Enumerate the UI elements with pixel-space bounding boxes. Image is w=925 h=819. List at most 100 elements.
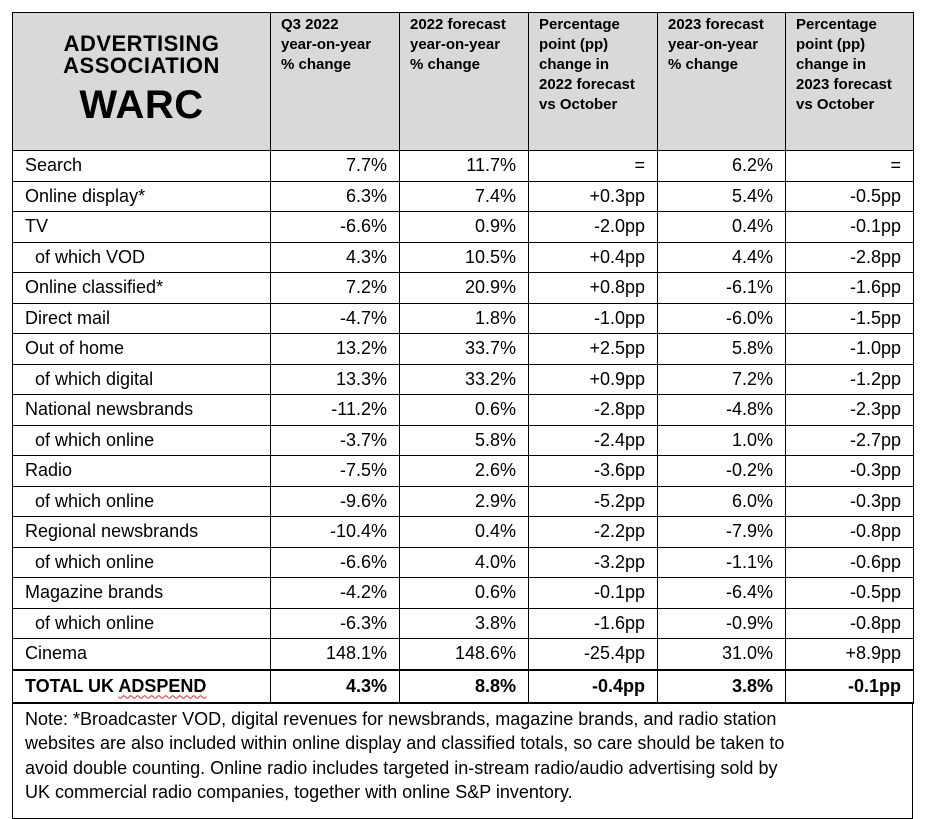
cell-value: -1.1% [657,546,786,578]
cell-value: 0.4% [657,211,786,243]
header-line: % change [281,56,352,73]
cell-value: 13.3% [270,363,400,395]
col-header-2022-forecast: 2022 forecast year-on-year % change [399,12,529,151]
row-label: Radio [12,455,271,487]
cell-value: -4.7% [270,302,400,334]
cell-value: 6.3% [270,180,400,212]
row-label: Out of home [12,333,271,365]
cell-value: 10.5% [399,241,529,273]
cell-value: -2.4pp [528,424,658,456]
note-line: websites are also included within online… [25,733,785,753]
table-row: Online classified* 7.2% 20.9% +0.8pp -6.1% -1… [12,272,914,304]
cell-value: -1.0pp [528,302,658,334]
row-label: of which online [12,424,271,456]
header-line: vs October [539,96,618,113]
cell-value: -3.6pp [528,455,658,487]
cell-value: -10.4% [270,516,400,548]
cell-value: 0.4% [399,516,529,548]
cell-value: 7.2% [657,363,786,395]
table-row: of which VOD 4.3% 10.5% +0.4pp 4.4% -2.8pp [12,241,914,273]
cell-value: 2.6% [399,455,529,487]
cell-value: -0.5pp [785,180,914,212]
cell-value: -9.6% [270,485,400,517]
footnote: Note: *Broadcaster VOD, digital revenues… [12,703,913,819]
cell-value: -1.6pp [528,607,658,639]
cell-value: 2.9% [399,485,529,517]
table-row: Out of home 13.2% 33.7% +2.5pp 5.8% -1.0pp [12,333,914,365]
cell-value: -3.7% [270,424,400,456]
cell-value: 4.3% [270,241,400,273]
col-header-2022-pp-change: Percentage point (pp) change in 2022 foreca… [528,12,658,151]
cell-value: -2.3pp [785,394,914,426]
table-row: Radio -7.5% 2.6% -3.6pp -0.2% -0.3pp [12,455,914,487]
row-label: of which VOD [12,241,271,273]
cell-value: 11.7% [399,150,529,182]
row-label: of which online [12,546,271,578]
row-label: Online display* [12,180,271,212]
table-row: Magazine brands -4.2% 0.6% -0.1pp -6.4% -0.5p… [12,577,914,609]
cell-value: -2.7pp [785,424,914,456]
note-line: UK commercial radio companies, together … [25,782,573,802]
cell-value: -3.2pp [528,546,658,578]
header-line: Percentage [796,16,877,33]
cell-value: -0.8pp [785,607,914,639]
cell-value: 0.6% [399,394,529,426]
row-label: Cinema [12,638,271,670]
cell-value: -0.1pp [785,211,914,243]
cell-value: -2.0pp [528,211,658,243]
cell-value: -7.5% [270,455,400,487]
cell-value: -1.0pp [785,333,914,365]
cell-value: 148.1% [270,638,400,670]
header-line: 2023 forecast [668,16,764,33]
cell-value: 31.0% [657,638,786,670]
cell-value: -0.2% [657,455,786,487]
cell-value: +2.5pp [528,333,658,365]
adspend-table: ADVERTISING ASSOCIATION WARC Q3 2022 year… [12,12,914,704]
table-row: Search 7.7% 11.7% = 6.2% = [12,150,914,182]
cell-value: 33.2% [399,363,529,395]
cell-value: -6.6% [270,546,400,578]
cell-value: 1.8% [399,302,529,334]
total-value: 4.3% [270,668,400,704]
total-row: TOTAL UK ADSPEND 4.3% 8.8% -0.4pp 3.8% -0.1pp [12,668,914,704]
logo-line-2: ASSOCIATION [63,53,220,78]
cell-value: 5.4% [657,180,786,212]
total-label-prefix: TOTAL UK [25,675,119,696]
cell-value: -1.2pp [785,363,914,395]
row-label: Direct mail [12,302,271,334]
cell-value: 5.8% [399,424,529,456]
cell-value: -6.4% [657,577,786,609]
cell-value: -7.9% [657,516,786,548]
row-label: Regional newsbrands [12,516,271,548]
cell-value: -25.4pp [528,638,658,670]
row-label: of which online [12,607,271,639]
header-line: % change [668,56,739,73]
header-line: point (pp) [539,36,609,53]
col-header-2023-pp-change: Percentage point (pp) change in 2023 foreca… [785,12,914,151]
cell-value: -5.2pp [528,485,658,517]
header-line: point (pp) [796,36,866,53]
cell-value: -0.6pp [785,546,914,578]
table-row: of which online -9.6% 2.9% -5.2pp 6.0% -0.3pp [12,485,914,517]
col-header-2023-forecast: 2023 forecast year-on-year % change [657,12,786,151]
cell-value: 7.7% [270,150,400,182]
cell-value: -0.1pp [528,577,658,609]
cell-value: +0.8pp [528,272,658,304]
cell-value: -4.8% [657,394,786,426]
cell-value: = [528,150,658,182]
cell-value: -1.5pp [785,302,914,334]
table-row: TV -6.6% 0.9% -2.0pp 0.4% -0.1pp [12,211,914,243]
cell-value: -1.6pp [785,272,914,304]
cell-value: -6.3% [270,607,400,639]
row-label: of which online [12,485,271,517]
cell-value: 1.0% [657,424,786,456]
header-line: 2022 forecast [539,76,635,93]
cell-value: -11.2% [270,394,400,426]
total-value: -0.1pp [785,668,914,704]
table-row: Regional newsbrands -10.4% 0.4% -2.2pp -7.9%… [12,516,914,548]
header-line: 2023 forecast [796,76,892,93]
cell-value: -6.0% [657,302,786,334]
cell-value: = [785,150,914,182]
cell-value: +0.3pp [528,180,658,212]
logo: ADVERTISING ASSOCIATION WARC [12,12,271,151]
